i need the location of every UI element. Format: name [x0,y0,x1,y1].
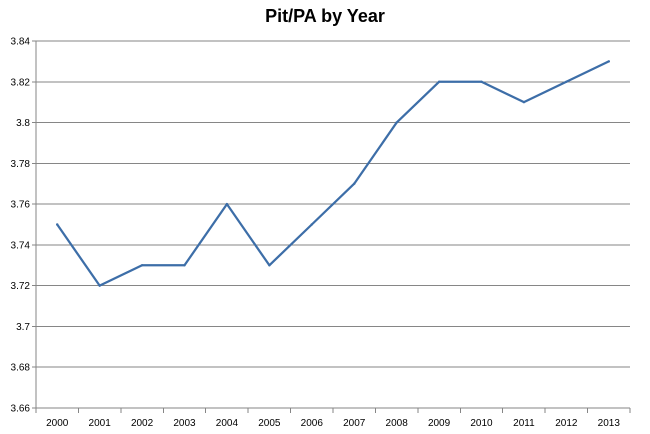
x-tick-label: 2005 [258,418,281,429]
x-tick-label: 2013 [598,418,621,429]
y-tick-label: 3.78 [11,159,31,170]
data-point [98,284,101,287]
x-tick-label: 2001 [89,418,112,429]
data-point [183,264,186,267]
x-tick-label: 2011 [513,418,535,429]
series [56,60,610,287]
data-point [480,80,483,83]
data-point [607,60,610,63]
chart-title: Pit/PA by Year [265,6,385,26]
data-point [395,121,398,124]
axes [32,40,631,413]
y-tick-label: 3.66 [11,404,31,415]
y-tick-label: 3.68 [11,363,31,374]
data-point [437,80,441,83]
x-tick-labels: 2000 2001 2002 2003 2004 2005 2006 2007 2008 2009… [46,418,620,429]
x-tick-label: 2010 [470,418,493,429]
data-point [56,223,59,226]
x-tick-label: 2003 [173,418,196,429]
x-tick-label: 2002 [131,418,154,429]
y-tick-label: 3.74 [11,240,31,251]
y-tick-label: 3.7 [16,322,30,333]
data-point [225,202,229,206]
data-point [353,182,356,185]
x-tick-label: 2009 [428,418,451,429]
data-point [268,264,271,267]
x-tick-label: 2008 [386,418,409,429]
x-tick-label: 2000 [46,418,69,429]
data-point [522,100,526,104]
x-tick-label: 2004 [216,418,239,429]
x-tick-label: 2007 [343,418,366,429]
x-tick-label: 2012 [555,418,578,429]
series-line [56,60,610,287]
y-tick-label: 3.8 [16,118,30,129]
y-tick-label: 3.72 [11,281,31,292]
y-tick-label: 3.76 [11,200,31,211]
x-tick-label: 2006 [301,418,324,429]
y-tick-label: 3.84 [11,37,31,48]
data-point [140,264,144,267]
y-tick-labels: 3.66 3.68 3.7 3.72 3.74 3.76 3.78 3.8 3.82 3.84 [11,37,31,415]
gridlines [36,40,630,409]
data-point [565,80,568,83]
y-tick-label: 3.82 [11,77,31,88]
data-point [310,223,313,226]
